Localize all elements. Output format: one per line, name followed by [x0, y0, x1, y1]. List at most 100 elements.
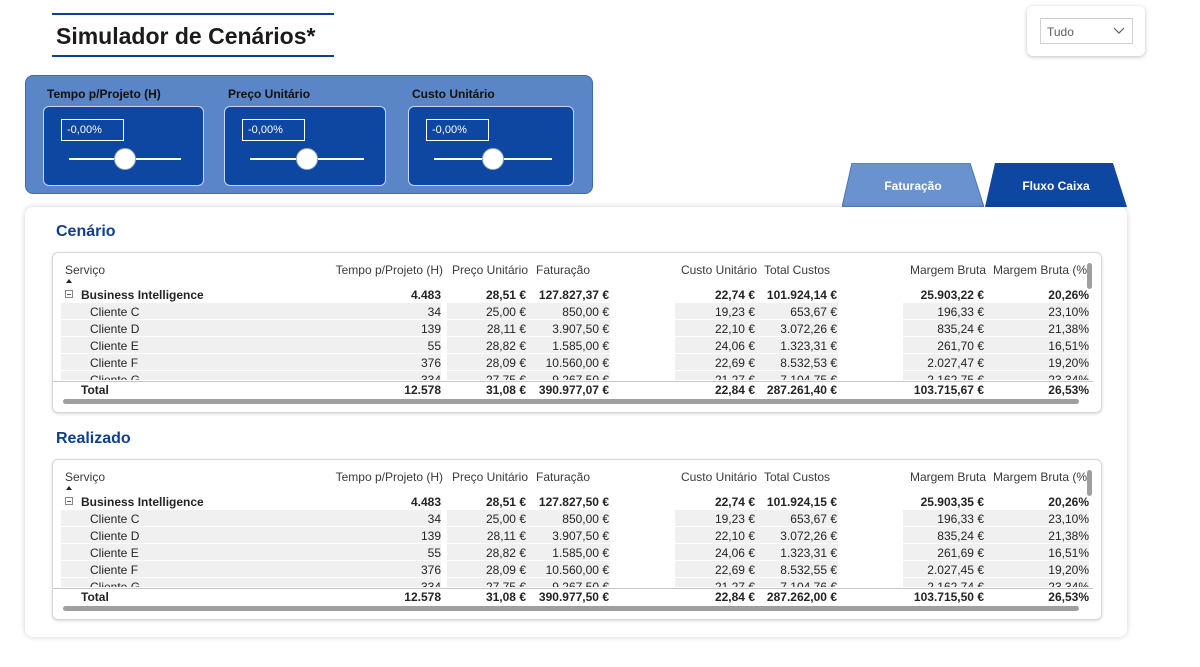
table-row[interactable]: Cliente D 139 28,11 € 3.907,50 € 22,10 € 3.07… — [53, 527, 1093, 544]
tab-faturacao[interactable]: Faturação — [842, 163, 984, 207]
tab-fluxo-caixa-shape — [985, 163, 1127, 207]
slider-preco-thumb[interactable] — [296, 148, 318, 170]
row-shade — [447, 320, 610, 336]
column-header-custo[interactable]: Custo Unitário — [680, 263, 757, 277]
column-header-preco[interactable]: Preço Unitário — [451, 263, 528, 277]
horizontal-scrollbar[interactable] — [63, 399, 1079, 404]
sort-ascending-icon[interactable] — [66, 279, 72, 283]
total-separator — [53, 588, 1093, 589]
cell-custo: 22,74 € — [714, 288, 755, 302]
table-row[interactable]: Cliente C 34 25,00 € 850,00 € 19,23 € 653,67 … — [53, 303, 1093, 320]
table-row[interactable]: Cliente D 139 28,11 € 3.907,50 € 22,10 € 3.07… — [53, 320, 1093, 337]
total-row[interactable]: Total 12.578 31,08 € 390.977,07 € 22,84 € 287… — [53, 381, 1093, 398]
cell-faturacao: 3.907,50 € — [552, 529, 609, 543]
table-row[interactable]: Cliente G 334 27,75 € 9.267,50 € 21,27 € 7.10… — [53, 578, 1093, 587]
cell-margem: 103.715,50 € — [913, 590, 984, 604]
column-header-servico[interactable]: Serviço — [65, 263, 106, 277]
cell-tempo: 139 — [420, 322, 441, 336]
column-header-margem[interactable]: Margem Bruta — [909, 263, 986, 277]
filter-dropdown[interactable]: Tudo — [1040, 18, 1133, 44]
cell-preco: 31,08 € — [485, 383, 526, 397]
section-title-cenario: Cenário — [56, 223, 116, 240]
row-shade — [675, 510, 838, 526]
chevron-down-icon — [1113, 27, 1125, 34]
total-separator — [53, 381, 1093, 382]
cell-tempo: 55 — [427, 546, 441, 560]
row-shade — [903, 337, 1089, 353]
slider-custo-thumb[interactable] — [482, 148, 504, 170]
row-shade — [447, 510, 610, 526]
table-row[interactable]: Cliente E 55 28,82 € 1.585,00 € 24,06 € 1.323… — [53, 337, 1093, 354]
row-shade — [61, 337, 441, 353]
cell-tempo: 139 — [420, 529, 441, 543]
column-header-custo[interactable]: Custo Unitário — [680, 470, 757, 484]
slider-label-tempo: Tempo p/Projeto (H) — [47, 87, 161, 101]
cell-total-custos: 3.072,26 € — [780, 322, 837, 336]
cell-faturacao: 3.907,50 € — [552, 322, 609, 336]
group-row-business-intelligence[interactable]: Business Intelligence 4.483 28,51 € 127.827… — [53, 493, 1093, 510]
row-shade — [675, 544, 838, 560]
table-row[interactable]: Cliente C 34 25,00 € 850,00 € 19,23 € 653,67 … — [53, 510, 1093, 527]
column-header-tempo[interactable]: Tempo p/Projeto (H) — [335, 263, 443, 277]
column-header-margem[interactable]: Margem Bruta — [909, 470, 986, 484]
cell-margem-pct: 20,26% — [1048, 495, 1089, 509]
cell-total-custos: 8.532,55 € — [780, 563, 837, 577]
cell-preco: 27,75 € — [485, 373, 526, 380]
filter-selected-value: Tudo — [1047, 25, 1074, 39]
cell-total-custos: 653,67 € — [790, 512, 837, 526]
row-shade — [447, 371, 610, 380]
column-header-preco[interactable]: Preço Unitário — [451, 470, 528, 484]
cell-faturacao: 850,00 € — [562, 512, 609, 526]
row-shade — [61, 320, 441, 336]
slider-tempo-thumb[interactable] — [114, 148, 136, 170]
column-header-faturacao[interactable]: Faturação — [536, 263, 591, 277]
sort-ascending-icon[interactable] — [66, 486, 72, 490]
row-shade — [61, 510, 441, 526]
row-shade — [903, 303, 1089, 319]
tab-fluxo-caixa-label: Fluxo Caixa — [1022, 179, 1090, 193]
cell-preco: 25,00 € — [485, 512, 526, 526]
cell-custo: 22,74 € — [714, 495, 755, 509]
tab-fluxo-caixa[interactable]: Fluxo Caixa — [985, 163, 1127, 207]
cell-total-custos: 1.323,31 € — [780, 546, 837, 560]
cell-faturacao: 10.560,00 € — [545, 356, 609, 370]
column-header-faturacao[interactable]: Faturação — [536, 470, 591, 484]
table-row[interactable]: Cliente E 55 28,82 € 1.585,00 € 24,06 € 1.323… — [53, 544, 1093, 561]
cell-faturacao: 1.585,00 € — [552, 546, 609, 560]
cell-margem-pct: 16,51% — [1048, 546, 1089, 560]
table-row[interactable]: Cliente F 376 28,09 € 10.560,00 € 22,69 € 8.5… — [53, 561, 1093, 578]
column-header-margem-pct[interactable]: Margem Bruta (%) — [992, 263, 1091, 277]
table-row[interactable]: Cliente G 334 27,75 € 9.267,50 € 21,27 € 7.10… — [53, 371, 1093, 380]
cell-margem-pct: 23,34% — [1048, 373, 1089, 380]
cell-margem: 196,33 € — [937, 305, 984, 319]
vertical-scrollbar[interactable] — [1087, 470, 1092, 496]
vertical-scrollbar[interactable] — [1087, 263, 1092, 289]
cell-servico: Business Intelligence — [81, 495, 204, 509]
collapse-icon[interactable] — [65, 497, 73, 505]
cell-servico: Cliente E — [90, 546, 139, 560]
row-shade — [61, 354, 441, 370]
cell-tempo: 34 — [427, 305, 441, 319]
cell-custo: 21,27 € — [714, 373, 755, 380]
cell-custo: 24,06 € — [714, 546, 755, 560]
total-row[interactable]: Total 12.578 31,08 € 390.977,50 € 22,84 € 287… — [53, 588, 1093, 605]
cell-total-custos: 1.323,31 € — [780, 339, 837, 353]
column-header-tempo[interactable]: Tempo p/Projeto (H) — [335, 470, 443, 484]
group-row-business-intelligence[interactable]: Business Intelligence 4.483 28,51 € 127.827… — [53, 286, 1093, 303]
cell-margem: 25.903,22 € — [920, 288, 984, 302]
cell-custo: 22,69 € — [714, 356, 755, 370]
table-row[interactable]: Cliente F 376 28,09 € 10.560,00 € 22,69 € 8.5… — [53, 354, 1093, 371]
column-header-total-custos[interactable]: Total Custos — [764, 470, 831, 484]
horizontal-scrollbar[interactable] — [63, 606, 1079, 611]
slider-custo-input[interactable]: -0,00% — [426, 119, 489, 141]
slider-tempo-input[interactable]: -0,00% — [61, 119, 124, 141]
column-header-servico[interactable]: Serviço — [65, 470, 106, 484]
cell-tempo: 334 — [420, 580, 441, 587]
slider-preco-input[interactable]: -0,00% — [242, 119, 305, 141]
collapse-icon[interactable] — [65, 290, 73, 298]
column-header-total-custos[interactable]: Total Custos — [764, 263, 831, 277]
cell-total-custos: 101.924,15 € — [766, 495, 837, 509]
cell-faturacao: 390.977,50 € — [538, 590, 609, 604]
column-header-margem-pct[interactable]: Margem Bruta (%) — [992, 470, 1091, 484]
slider-label-custo: Custo Unitário — [412, 87, 495, 101]
